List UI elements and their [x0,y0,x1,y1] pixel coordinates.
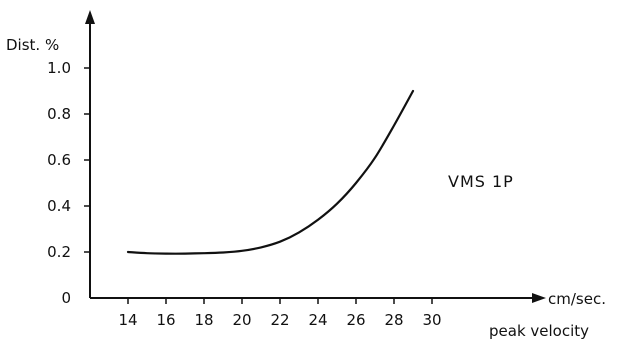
series-label-vms-1p: VMS 1P [448,172,514,191]
x-axis-arrow [532,293,546,303]
series-line-vms-1p [126,89,415,255]
y-tick-label: 0.2 [47,243,71,261]
x-tick-label: 14 [118,311,137,329]
y-tick-label: 0.4 [47,197,71,215]
y-axis-title: Dist. % [6,36,59,54]
x-tick-label: 26 [346,311,365,329]
y-axis-arrow [85,10,95,24]
x-tick-label: 20 [232,311,251,329]
x-tick-label: 28 [384,311,403,329]
x-tick-label: 16 [156,311,175,329]
y-tick-label: 0.6 [47,151,71,169]
x-axis-ticks: 14 16 18 20 22 24 26 28 30 [118,298,442,329]
y-tick-label: 0.8 [47,105,71,123]
y-tick-label: 1.0 [47,59,71,77]
x-tick-label: 22 [270,311,289,329]
x-tick-label: 18 [194,311,213,329]
y-axis-ticks: 0 0.2 0.4 0.6 0.8 1.0 [47,59,90,307]
x-tick-label: 24 [308,311,327,329]
y-tick-label: 0 [61,289,71,307]
x-tick-label: 30 [422,311,441,329]
x-axis-title-units: cm/sec. [548,290,606,308]
x-axis-title-quantity: peak velocity [489,322,589,340]
